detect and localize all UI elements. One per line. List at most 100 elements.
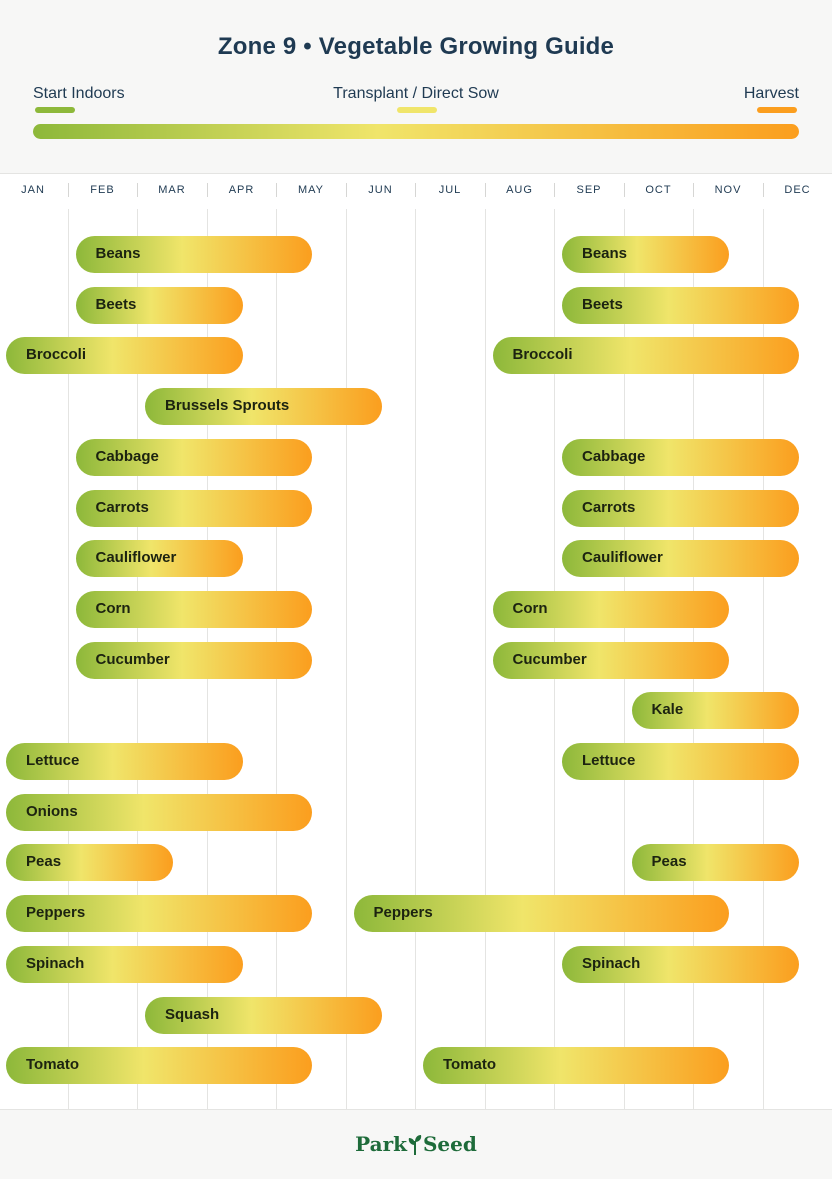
crop-bar-label: Beans xyxy=(95,245,141,262)
crop-bar-carrots-2: Carrots xyxy=(562,489,799,527)
park-seed-logo: Park Seed xyxy=(0,1132,832,1156)
crop-bar-label: Beets xyxy=(582,295,623,313)
month-divider-tick xyxy=(346,183,347,197)
crop-bar-corn-2: Corn xyxy=(492,590,729,628)
month-label-feb: FEB xyxy=(90,184,115,196)
month-divider-tick xyxy=(68,183,69,197)
sprout-icon xyxy=(408,1135,422,1155)
crop-bar-label: Cauliflower xyxy=(95,549,177,567)
crop-bar-spinach-1: Spinach xyxy=(6,945,243,983)
month-gridline xyxy=(346,209,347,1109)
month-label-jan: JAN xyxy=(21,184,45,196)
crop-bar-label: Squash xyxy=(165,1005,220,1023)
crop-bar-lettuce-2: Lettuce xyxy=(562,743,799,780)
crop-bar-peas-1: Peas xyxy=(6,844,173,882)
crop-bar-label: Beans xyxy=(582,245,628,262)
month-gridline xyxy=(763,209,764,1109)
month-label-may: MAY xyxy=(297,184,325,196)
crop-bar-beans-1: Beans xyxy=(75,236,312,273)
month-divider-tick xyxy=(485,183,486,197)
month-divider-tick xyxy=(763,183,764,197)
month-label-sep: SEP xyxy=(576,184,602,196)
footer: Park Seed xyxy=(0,1109,832,1179)
crop-bar-label: Brussels Sprouts xyxy=(165,397,290,415)
crop-bar-carrots-1: Carrots xyxy=(75,489,312,527)
crop-bar-squash-1: Squash xyxy=(145,996,382,1034)
plot-area: Beans Beans Beets Beets Broccoli Broccoli Brus… xyxy=(0,209,832,1109)
month-divider-tick xyxy=(137,183,138,197)
month-gridline xyxy=(415,209,416,1109)
crop-bar-peas-2: Peas xyxy=(631,844,799,882)
crop-bar-brussels-sprouts-1: Brussels Sprouts xyxy=(145,388,382,426)
logo-text-seed: Seed xyxy=(422,1132,477,1156)
crop-bar-label: Corn xyxy=(95,599,131,617)
month-divider-tick xyxy=(624,183,625,197)
crop-bar-cabbage-2: Cabbage xyxy=(562,438,799,476)
month-divider-tick xyxy=(554,183,555,197)
crop-bar-tomato-1: Tomato xyxy=(6,1047,312,1085)
crop-bar-label: Cabbage xyxy=(95,447,159,465)
crop-bar-label: Spinach xyxy=(582,954,641,972)
crop-bar-tomato-2: Tomato xyxy=(423,1047,729,1085)
crop-bar-label: Carrots xyxy=(95,498,149,516)
crop-bar-beets-2: Beets xyxy=(562,286,799,324)
month-label-nov: NOV xyxy=(714,184,742,196)
month-label-apr: APR xyxy=(228,184,255,196)
crop-bar-cucumber-2: Cucumber xyxy=(492,641,729,679)
legend-transplant-swatch xyxy=(397,107,437,113)
month-divider-tick xyxy=(276,183,277,197)
crop-bar-label: Broccoli xyxy=(512,346,573,364)
crop-bar-label: Cucumber xyxy=(95,650,170,668)
crop-bar-label: Peppers xyxy=(26,904,86,922)
month-divider-tick xyxy=(693,183,694,197)
crop-bar-cauliflower-1: Cauliflower xyxy=(75,540,243,578)
crop-bar-label: Lettuce xyxy=(26,752,80,769)
crop-bar-peppers-2: Peppers xyxy=(353,895,729,933)
chart-title: Zone 9 • Vegetable Growing Guide xyxy=(217,33,615,60)
month-divider-tick xyxy=(207,183,208,197)
crop-bar-label: Broccoli xyxy=(26,346,87,364)
crop-bar-label: Cucumber xyxy=(512,650,587,668)
crop-bar-label: Corn xyxy=(512,599,548,617)
month-label-aug: AUG xyxy=(506,184,533,196)
crop-bar-label: Tomato xyxy=(443,1056,497,1074)
month-label-oct: OCT xyxy=(645,184,672,196)
legend-harvest-label: Harvest xyxy=(743,85,799,102)
crop-bar-label: Lettuce xyxy=(582,752,636,769)
legend-harvest-swatch xyxy=(757,107,797,113)
month-label-dec: DEC xyxy=(784,184,811,196)
crop-bar-cucumber-1: Cucumber xyxy=(75,641,312,679)
month-gridline xyxy=(485,209,486,1109)
crop-bar-label: Peas xyxy=(26,853,62,871)
crop-bar-onions-1: Onions xyxy=(6,793,312,831)
crop-bar-label: Peas xyxy=(651,853,687,871)
crop-bar-broccoli-1: Broccoli xyxy=(6,337,243,375)
crop-bar-label: Onions xyxy=(26,802,78,820)
crop-bar-label: Peppers xyxy=(373,904,433,922)
legend-transplant-label: Transplant / Direct Sow xyxy=(333,85,499,102)
legend-start-indoors-label: Start Indoors xyxy=(33,85,125,102)
chart-header: Zone 9 • Vegetable Growing Guide Start I… xyxy=(0,0,832,174)
crop-bar-label: Beets xyxy=(95,295,137,313)
month-axis: JAN FEB MAR APR MAY JUN JUL AUG SEP OCT NOV DEC xyxy=(0,173,832,209)
crop-bar-label: Cabbage xyxy=(582,447,646,465)
month-label-mar: MAR xyxy=(158,184,186,196)
logo-text-park: Park xyxy=(355,1132,407,1156)
crop-bar-broccoli-2: Broccoli xyxy=(492,337,799,375)
legend-start-indoors-swatch xyxy=(35,107,75,113)
crop-bar-corn-1: Corn xyxy=(75,590,312,628)
crop-bar-spinach-2: Spinach xyxy=(562,945,799,983)
legend-gradient-bar xyxy=(33,124,799,139)
crop-bar-label: Spinach xyxy=(26,954,85,972)
month-gridline xyxy=(68,209,69,1109)
crop-bar-cauliflower-2: Cauliflower xyxy=(562,540,799,578)
crop-bar-beans-2: Beans xyxy=(562,236,729,273)
crop-bar-cabbage-1: Cabbage xyxy=(75,438,312,476)
crop-bar-kale-1: Kale xyxy=(631,692,799,730)
month-label-jul: JUL xyxy=(438,184,462,196)
crop-bar-peppers-1: Peppers xyxy=(6,895,312,933)
month-label-jun: JUN xyxy=(368,184,393,196)
month-divider-tick xyxy=(415,183,416,197)
crop-bar-label: Cauliflower xyxy=(582,549,663,567)
crop-bar-lettuce-1: Lettuce xyxy=(6,743,243,780)
